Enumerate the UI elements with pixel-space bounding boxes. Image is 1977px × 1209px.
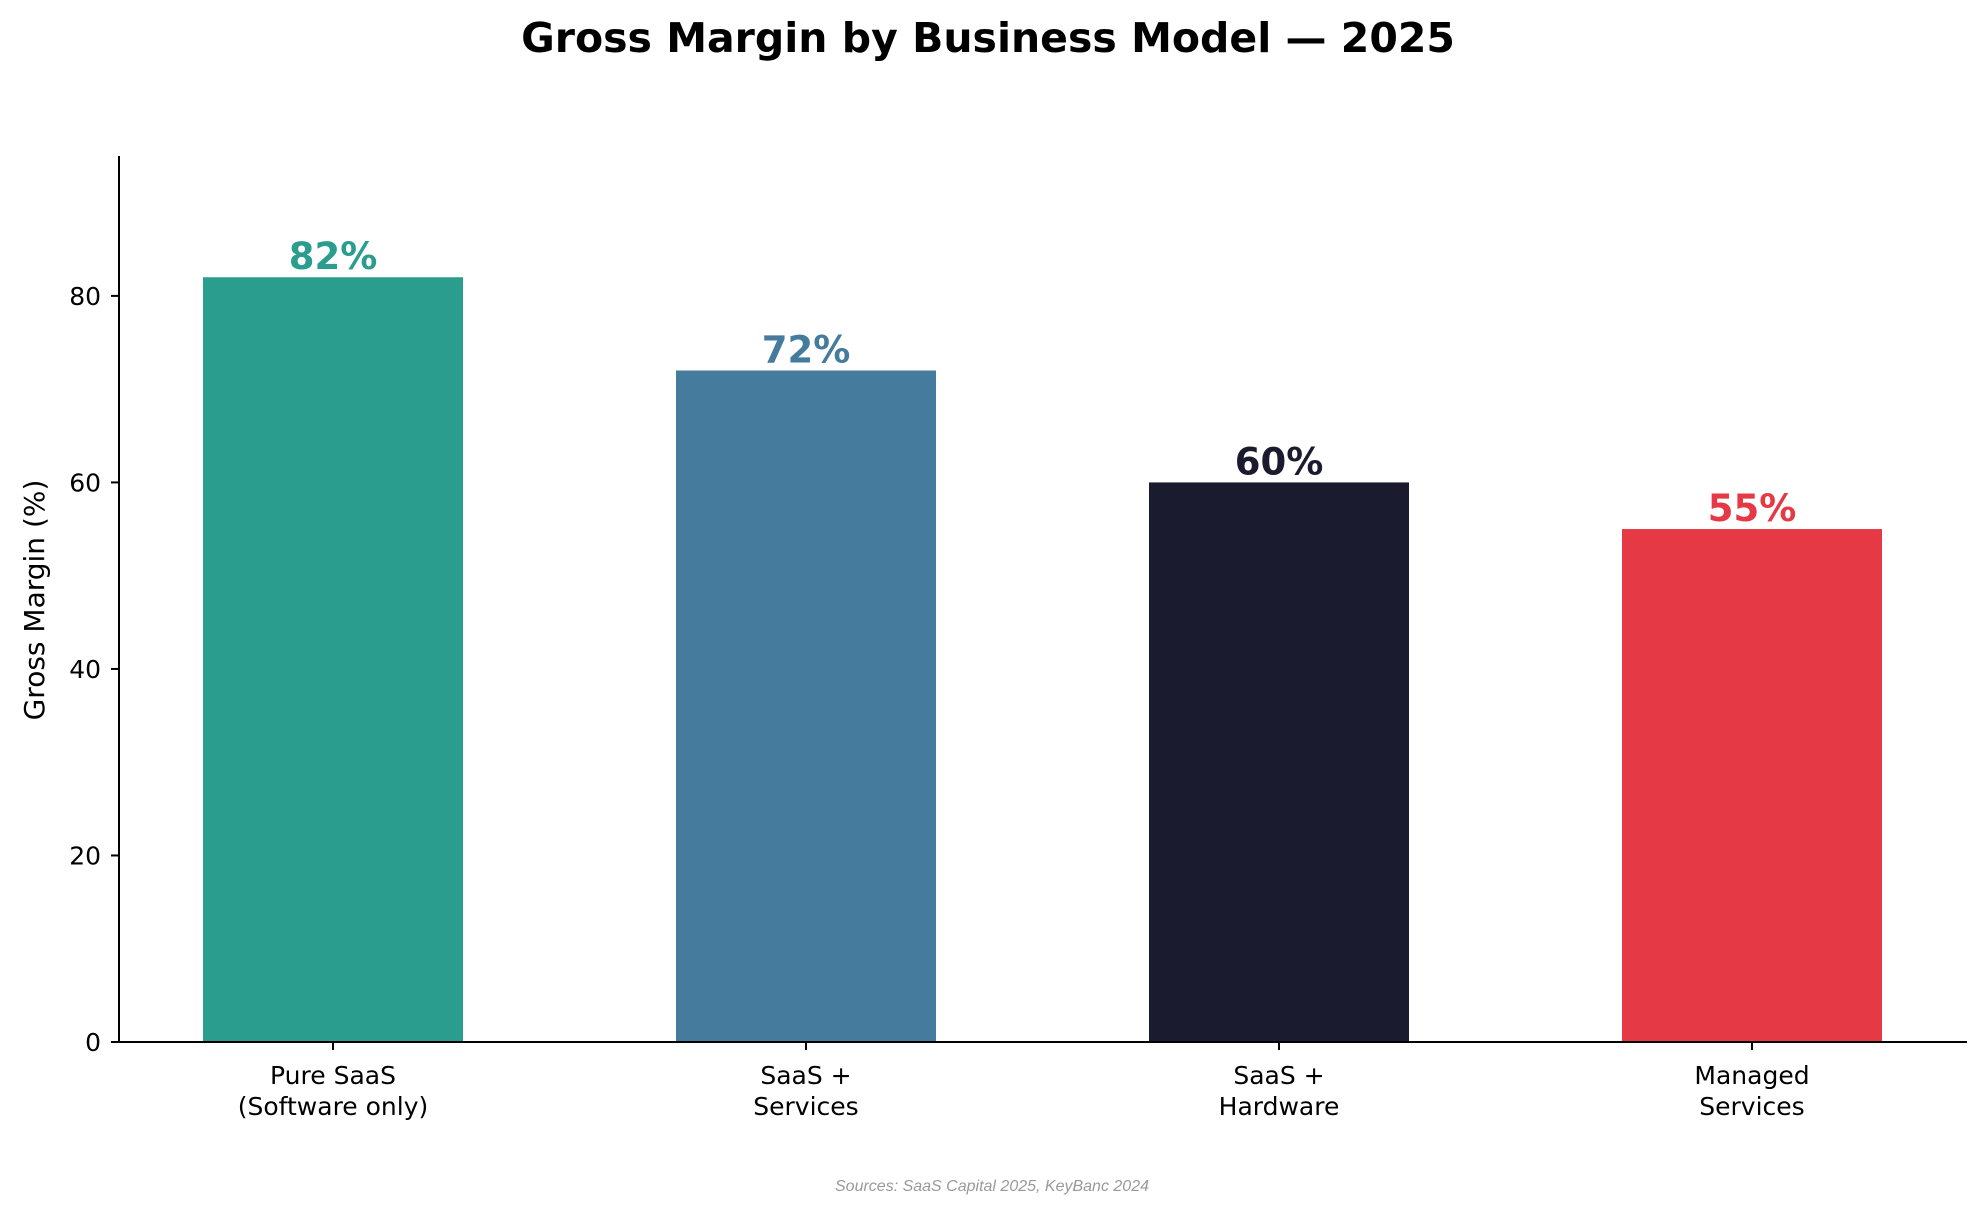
x-tick-label-2: SaaS + Services (753, 1061, 858, 1121)
bar-4 (1622, 529, 1882, 1042)
x-tick-label-3: SaaS + Hardware (1219, 1061, 1340, 1121)
value-label-3: 60% (1235, 440, 1324, 483)
y-tick-label-80: 80 (69, 282, 101, 311)
x-tick-label-4: Managed Services (1694, 1061, 1809, 1121)
x-tick-label-1: Pure SaaS (Software only) (238, 1061, 429, 1121)
value-label-1: 82% (289, 235, 378, 278)
y-tick-label-20: 20 (69, 841, 101, 870)
y-tick-label-60: 60 (69, 468, 101, 497)
source-note: Sources: SaaS Capital 2025, KeyBanc 2024 (835, 1178, 1149, 1195)
bar-group (203, 277, 1882, 1043)
value-label-group: 82% 72% 60% 55% (289, 235, 1797, 530)
y-axis-label: Gross Margin (%) (18, 480, 51, 721)
bar-2 (676, 370, 936, 1042)
y-tick-group: 0 20 40 60 80 (69, 282, 119, 1057)
x-tick-group: Pure SaaS (Software only) SaaS + Services Sa… (238, 1042, 1810, 1121)
y-tick-label-40: 40 (69, 655, 101, 684)
value-label-2: 72% (762, 329, 851, 372)
bar-1 (203, 277, 463, 1043)
y-tick-label-0: 0 (85, 1028, 101, 1057)
bar-3 (1149, 482, 1409, 1043)
plot-area: 82% 72% 60% 55% 0 20 40 60 80 Pure SaaS (Softwar… (69, 156, 1967, 1121)
value-label-4: 55% (1708, 487, 1797, 530)
chart-title: Gross Margin by Business Model — 2025 (521, 14, 1455, 62)
